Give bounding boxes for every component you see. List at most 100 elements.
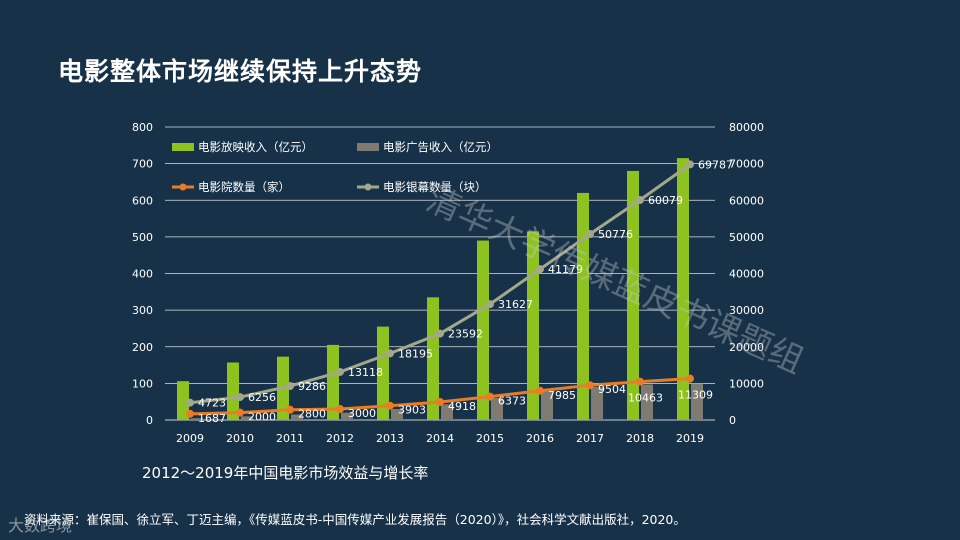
bar-ad-revenue	[241, 416, 253, 420]
screens-point	[486, 300, 494, 309]
bar-box-office	[227, 362, 239, 420]
right-tick-label: 70000	[729, 158, 764, 171]
legend-box-office-label: 电影放映收入（亿元）	[198, 140, 313, 154]
cinemas-data-label: 2000	[248, 411, 276, 424]
bar-series	[177, 158, 703, 420]
screens-data-label: 69787	[698, 158, 733, 171]
cinemas-point	[686, 374, 694, 383]
x-tick-label: 2014	[426, 432, 454, 445]
bar-box-office	[177, 381, 189, 420]
screens-point	[236, 393, 244, 402]
right-tick-label: 40000	[729, 268, 764, 281]
x-tick-label: 2017	[576, 432, 604, 445]
bar-box-office	[477, 240, 489, 420]
cinemas-data-label: 9504	[598, 383, 626, 396]
screens-point	[436, 329, 444, 338]
legend: 电影放映收入（亿元） 电影广告收入（亿元） 电影院数量（家） 电影银幕数量（块）	[172, 140, 498, 194]
bar-ad-revenue	[291, 414, 303, 420]
right-tick-label: 0	[729, 414, 736, 427]
right-tick-label: 60000	[729, 194, 764, 207]
right-tick-label: 30000	[729, 304, 764, 317]
screens-point	[686, 160, 694, 169]
data-labels: 4723 6256 9286 13118 18195 23592 31627 41179 507…	[198, 158, 733, 424]
screens-data-label: 50776	[598, 228, 633, 241]
bar-box-office	[377, 326, 389, 420]
cinemas-data-label: 11309	[678, 389, 713, 402]
x-axis: 2009 2010 2011 2012 2013 2014 2015 2016 2017 2018…	[176, 432, 704, 445]
bar-ad-revenue	[641, 384, 653, 420]
cinemas-point	[486, 392, 494, 401]
screens-point	[286, 381, 294, 390]
right-tick-label: 20000	[729, 341, 764, 354]
legend-cinemas-label: 电影院数量（家）	[198, 180, 290, 194]
screens-data-label: 6256	[248, 391, 276, 404]
screens-point	[336, 367, 344, 376]
legend-cinemas-marker	[179, 183, 187, 191]
legend-ad-revenue-swatch	[357, 143, 379, 151]
left-tick-label: 600	[132, 194, 153, 207]
screens-point	[386, 349, 394, 358]
bar-ad-revenue	[541, 391, 553, 420]
right-axis: 0 10000 20000 30000 40000 50000 60000 70000 8000…	[729, 121, 764, 427]
bar-ad-revenue	[441, 404, 453, 420]
x-tick-label: 2013	[376, 432, 404, 445]
left-tick-label: 200	[132, 341, 153, 354]
bar-box-office	[677, 158, 689, 420]
screens-data-label: 13118	[348, 366, 383, 379]
page-title: 电影整体市场继续保持上升态势	[58, 57, 423, 86]
bar-ad-revenue	[491, 398, 503, 420]
left-tick-label: 800	[132, 121, 153, 134]
x-tick-label: 2015	[476, 432, 504, 445]
cinemas-point	[586, 381, 594, 390]
left-tick-label: 300	[132, 304, 153, 317]
screens-data-label: 4723	[198, 397, 226, 410]
screens-data-label: 23592	[448, 328, 483, 341]
screens-point	[536, 265, 544, 274]
cinemas-data-label: 7985	[548, 389, 576, 402]
cinemas-point	[186, 409, 194, 418]
source-note: 资料来源：崔保国、徐立军、丁迈主编，《传媒蓝皮书-中国传媒产业发展报告（2020…	[24, 512, 686, 527]
chart-caption: 2012～2019年中国电影市场效益与增长率	[142, 464, 429, 482]
bar-ad-revenue	[591, 387, 603, 420]
screens-data-label: 60079	[648, 194, 683, 207]
screens-data-label: 31627	[498, 298, 533, 311]
legend-screens-marker	[364, 183, 372, 191]
cinemas-point	[336, 405, 344, 414]
cinemas-data-label: 10463	[628, 392, 663, 405]
bar-box-office	[327, 344, 339, 420]
left-axis: 0 100 200 300 400 500 600 700 800	[132, 121, 153, 427]
cinemas-point	[536, 386, 544, 395]
bar-box-office	[577, 192, 589, 420]
right-tick-label: 80000	[729, 121, 764, 134]
bar-ad-revenue	[391, 409, 403, 420]
legend-ad-revenue-label: 电影广告收入（亿元）	[383, 140, 498, 154]
bar-box-office	[627, 170, 639, 420]
cinemas-data-label: 3000	[348, 407, 376, 420]
x-tick-label: 2012	[326, 432, 354, 445]
bar-box-office	[527, 231, 539, 420]
bar-ad-revenue	[691, 383, 703, 420]
cinemas-data-label: 1687	[198, 412, 226, 425]
x-tick-label: 2018	[626, 432, 654, 445]
cinemas-data-label: 6373	[498, 395, 526, 408]
left-tick-label: 100	[132, 377, 153, 390]
chart-gridlines	[165, 126, 715, 421]
legend-screens-label: 电影银幕数量（块）	[383, 180, 487, 194]
bar-box-office	[427, 297, 439, 420]
bar-ad-revenue	[191, 418, 203, 420]
left-tick-label: 500	[132, 231, 153, 244]
line-series	[186, 160, 694, 418]
left-tick-label: 0	[146, 414, 153, 427]
cinemas-data-label: 2800	[298, 408, 326, 421]
screens-point	[636, 195, 644, 204]
right-tick-label: 50000	[729, 231, 764, 244]
x-tick-label: 2016	[526, 432, 554, 445]
x-tick-label: 2009	[176, 432, 204, 445]
screens-point	[586, 230, 594, 239]
cinemas-data-label: 3903	[398, 404, 426, 417]
x-tick-label: 2019	[676, 432, 704, 445]
cinemas-data-label: 4918	[448, 400, 476, 413]
cinemas-point	[386, 401, 394, 410]
cinemas-point	[436, 397, 444, 406]
